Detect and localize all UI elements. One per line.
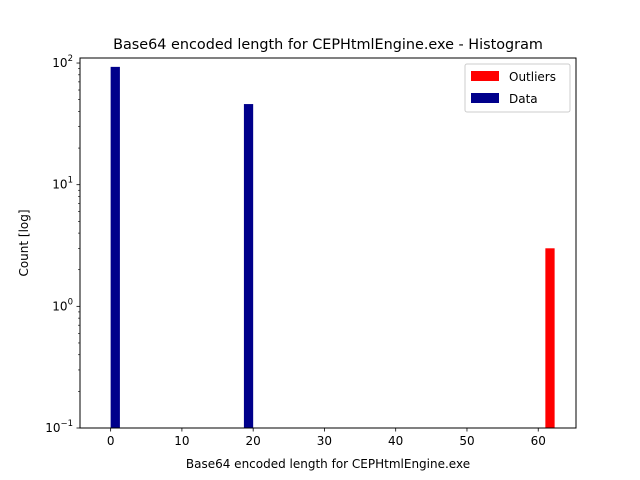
y-tick-label: 102 <box>52 54 73 70</box>
x-tick-label: 30 <box>317 434 332 448</box>
plot-frame <box>79 57 577 429</box>
y-tick-label: 100 <box>52 297 73 313</box>
x-tick-label: 40 <box>388 434 403 448</box>
bars-layer <box>110 66 555 429</box>
x-tick-label: 0 <box>107 434 115 448</box>
bar-outliers-0 <box>545 248 555 428</box>
x-tick-label: 50 <box>459 434 474 448</box>
legend-swatch-outliers <box>471 71 499 81</box>
x-axis-title: Base64 encoded length for CEPHtmlEngine.… <box>186 457 470 471</box>
bar-data-0 <box>110 66 120 429</box>
legend-swatch-data <box>471 93 499 103</box>
y-axis-title: Count [log] <box>17 209 31 276</box>
x-tick-label: 60 <box>531 434 546 448</box>
bar-data-1 <box>243 104 254 428</box>
y-tick-label: 10−1 <box>45 419 73 435</box>
legend-label-data: Data <box>509 92 538 106</box>
chart-title: Base64 encoded length for CEPHtmlEngine.… <box>113 37 543 53</box>
x-tick-label: 10 <box>174 434 189 448</box>
legend: Outliers Data <box>464 63 571 113</box>
y-tick-label: 101 <box>52 176 73 192</box>
x-axis-ticks: 0 10 20 30 40 50 60 <box>107 428 546 448</box>
legend-label-outliers: Outliers <box>509 70 556 84</box>
x-tick-label: 20 <box>246 434 261 448</box>
y-axis-ticks: 10−1 100 101 102 <box>45 54 80 435</box>
